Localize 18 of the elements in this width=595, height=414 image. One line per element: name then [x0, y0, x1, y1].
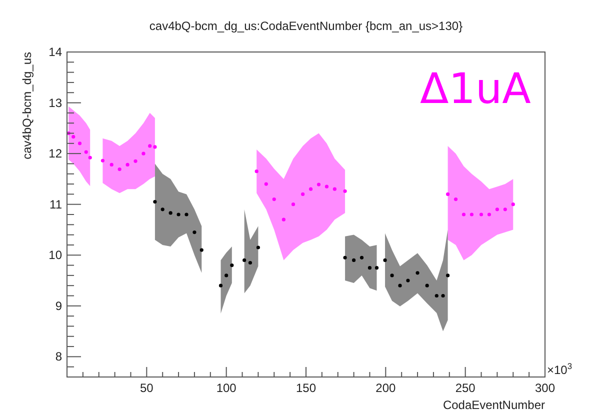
x-tick-label: 50 [140, 381, 154, 395]
x-tick-label: 200 [376, 381, 396, 395]
y-tick-label: 11 [50, 197, 62, 212]
y-tick-label: 12 [48, 146, 62, 161]
y-tick-label: 9 [55, 298, 62, 313]
x-tick-label: 100 [216, 381, 237, 395]
x-tick-label: 150 [296, 381, 316, 395]
x-tick-label: 300 [534, 381, 556, 395]
y-tick-label: 13 [48, 96, 62, 110]
y-tick-label: 10 [48, 248, 62, 262]
y-tick-label: 14 [48, 45, 62, 59]
x-axis-title: CodaEventNumber [442, 398, 545, 412]
text: ×10$^{3}$ [547, 361, 572, 377]
x-tick-label: 250 [455, 381, 476, 395]
y-axis-title: cav4bQ-bcm_dg_us [20, 52, 34, 160]
y-tick-label: 8 [55, 350, 62, 364]
annotation: Δ1uA [420, 64, 532, 113]
chart-title: cav4bQ-bcm_dg_us:CodaEventNumber {bcm_an_us>130} [149, 19, 463, 33]
